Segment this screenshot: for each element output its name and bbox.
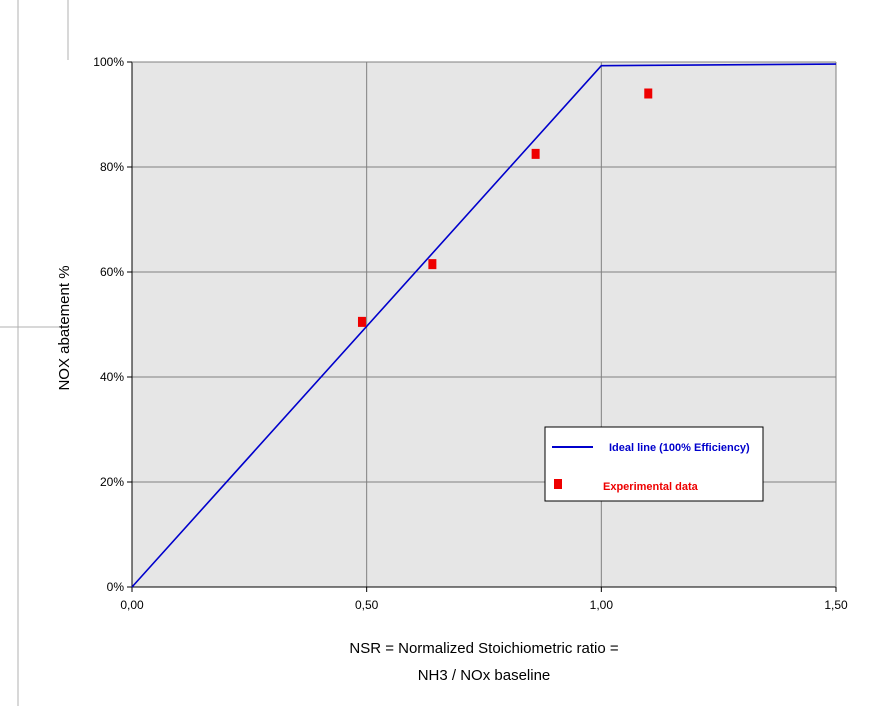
x-tick-label: 0,00 bbox=[120, 598, 144, 612]
legend: Ideal line (100% Efficiency) Experimenta… bbox=[544, 426, 764, 502]
legend-marker-swatch bbox=[554, 479, 562, 489]
data-point-experimental bbox=[428, 259, 437, 270]
x-tick-label: 1,50 bbox=[824, 598, 848, 612]
series-line-ideal bbox=[131, 63, 837, 588]
series-layer bbox=[131, 63, 837, 588]
data-point-experimental bbox=[531, 148, 540, 159]
y-tick-label: 0% bbox=[107, 580, 125, 594]
y-tick-label: 100% bbox=[93, 55, 124, 69]
data-point-experimental bbox=[357, 316, 366, 327]
legend-label-ideal-line: Ideal line (100% Efficiency) bbox=[609, 442, 750, 454]
x-tick-label: 1,00 bbox=[590, 598, 614, 612]
x-axis-title-line1: NSR = Normalized Stoichiometric ratio = bbox=[349, 640, 619, 657]
x-axis-title-line2: NH3 / NOx baseline bbox=[418, 667, 551, 684]
plot-area bbox=[132, 61, 837, 587]
y-tick-label: 60% bbox=[100, 265, 124, 279]
y-tick-label: 40% bbox=[100, 370, 124, 384]
legend-box bbox=[544, 426, 764, 502]
axes: 0% 20% 40% 60% 80% 100% 0,00 0,50 1,00 1,50 bbox=[93, 55, 848, 612]
legend-label-experimental-data: Experimental data bbox=[603, 481, 699, 493]
y-tick-label: 20% bbox=[100, 475, 124, 489]
frame-lines bbox=[0, 0, 69, 706]
data-point-experimental bbox=[644, 88, 653, 99]
plot-background bbox=[132, 62, 836, 587]
x-tick-label: 0,50 bbox=[355, 598, 379, 612]
y-axis-title: NOX abatement % bbox=[56, 265, 73, 390]
y-tick-label: 80% bbox=[100, 160, 124, 174]
